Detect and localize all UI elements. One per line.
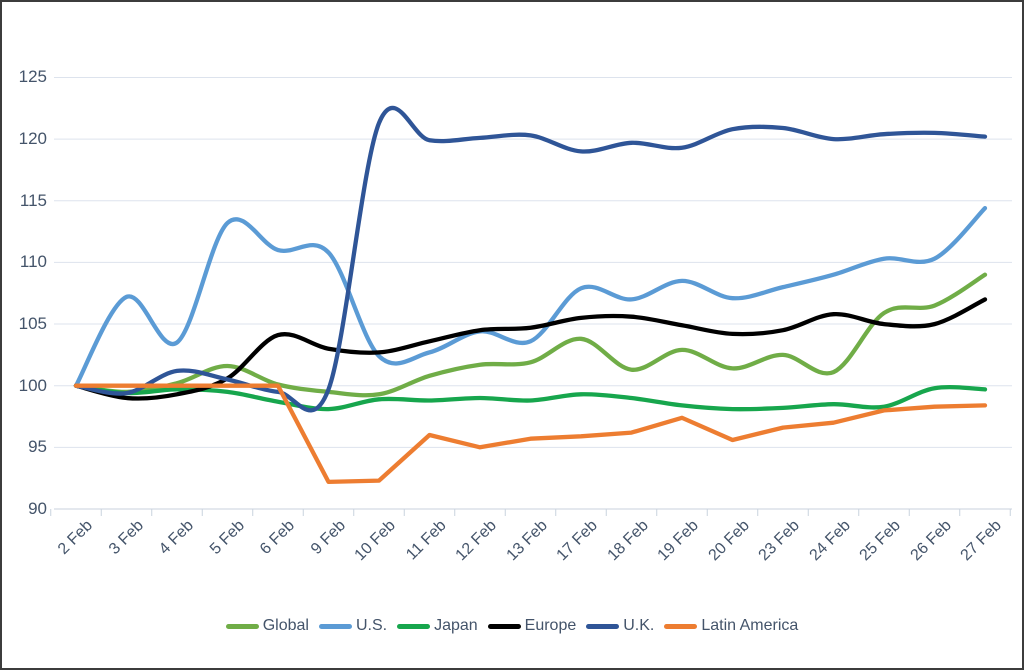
legend-label: U.K.	[623, 617, 655, 634]
series-line-latin-america	[73, 383, 988, 485]
legend-label: U.S.	[355, 617, 388, 634]
y-axis-label: 100	[18, 375, 47, 395]
legend-item-japan: Japan	[397, 616, 478, 636]
legend-label: Global	[262, 617, 309, 634]
legend-swatch-line	[586, 623, 620, 629]
legend-swatch-line	[397, 623, 431, 629]
legend-swatch-line	[664, 623, 698, 629]
legend-swatch-line	[487, 623, 521, 629]
y-axis-label: 120	[18, 129, 47, 149]
legend-item-u-k: U.K.	[586, 616, 654, 636]
y-axis-label: 110	[19, 252, 47, 272]
y-axis-label: 105	[18, 314, 47, 334]
series-line-global	[73, 272, 988, 398]
series-line-u-s	[73, 205, 988, 388]
legend-item-global: Global	[225, 616, 309, 636]
legend-item-europe: Europe	[487, 616, 577, 636]
y-axis-label: 125	[18, 67, 47, 87]
legend-swatch-line	[318, 623, 352, 629]
series-line-japan	[73, 383, 988, 412]
legend-label: Latin America	[701, 617, 799, 634]
legend-item-latin-america: Latin America	[664, 616, 798, 636]
legend-label: Japan	[434, 617, 478, 634]
legend-label: Europe	[524, 617, 577, 634]
series-line-u-k	[73, 105, 988, 413]
y-axis-label: 90	[28, 499, 47, 518]
y-axis-label: 115	[19, 190, 47, 210]
y-axis-label: 95	[28, 437, 47, 457]
legend: Global U.S. Japan Europe U.K. Latin America	[0, 612, 1024, 640]
legend-swatch-line	[225, 623, 259, 629]
legend-item-u-s: U.S.	[318, 616, 388, 636]
